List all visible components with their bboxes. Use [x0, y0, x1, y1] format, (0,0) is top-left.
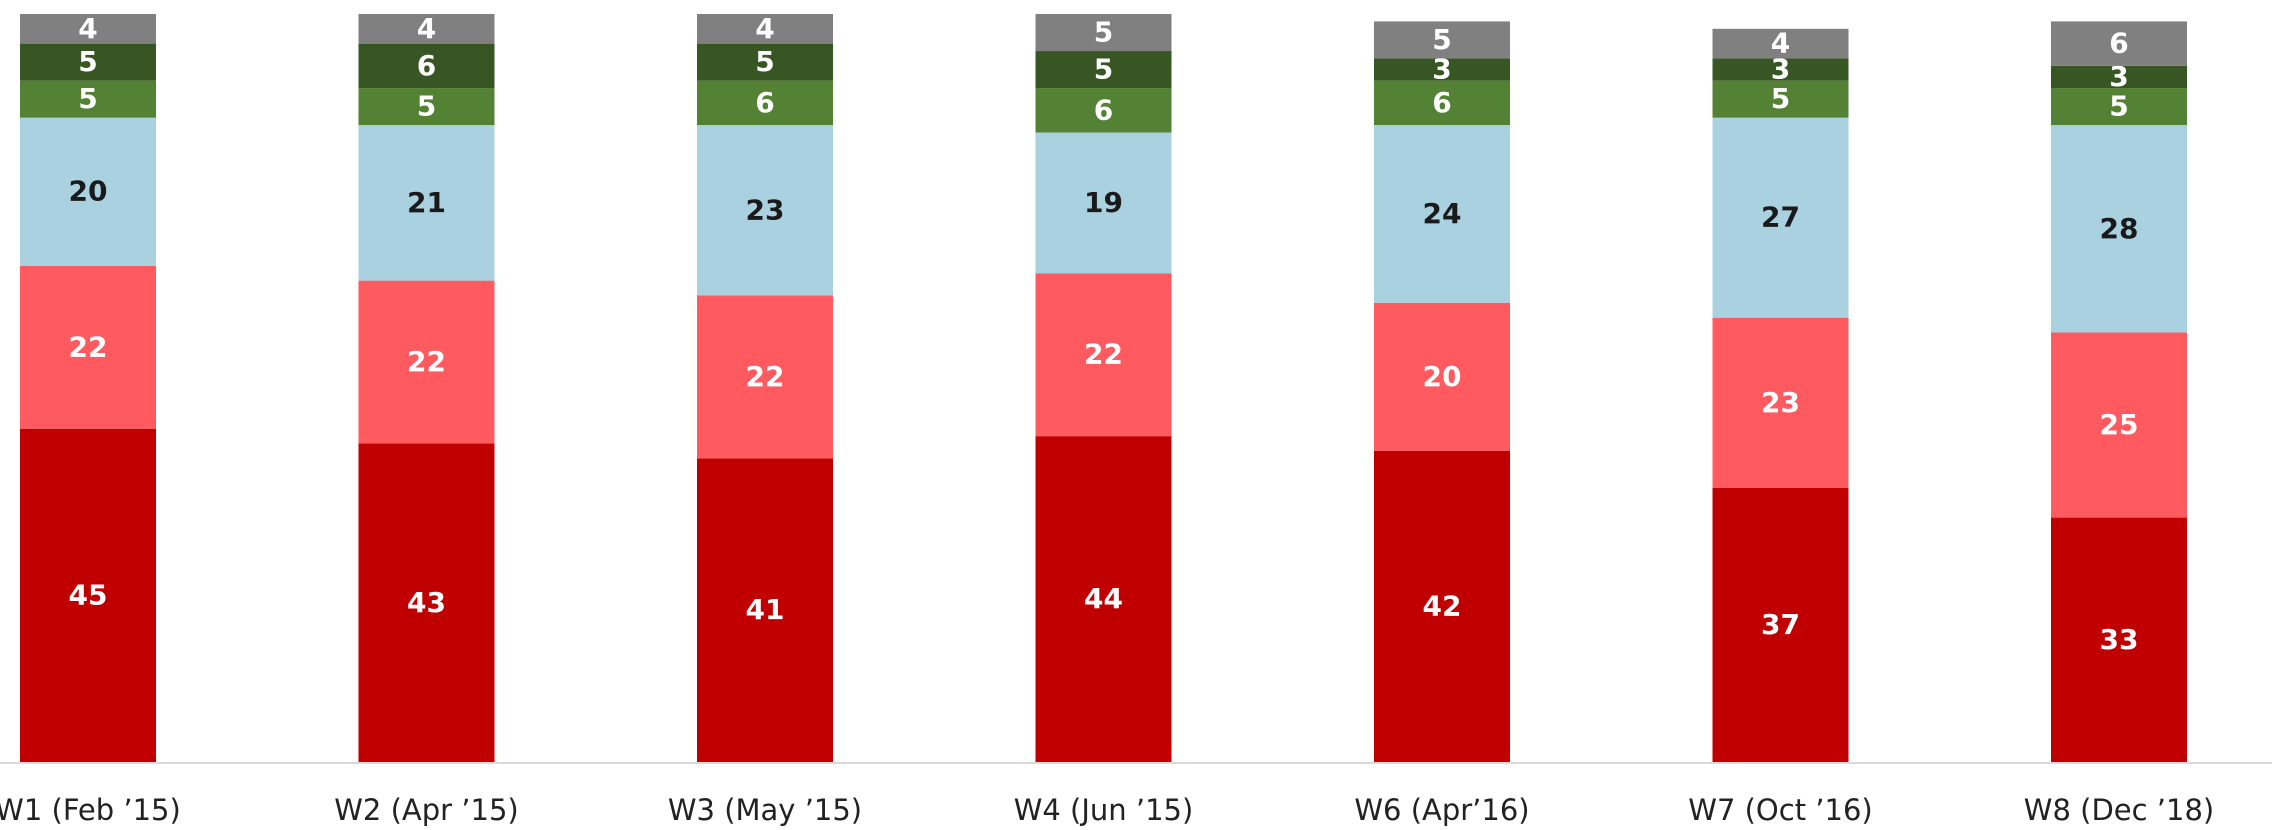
value-label: 41: [746, 593, 785, 626]
bar-segment: [358, 443, 495, 762]
value-label: 33: [2100, 623, 2139, 656]
bar-segment: [20, 43, 156, 81]
value-label: 5: [1094, 53, 1113, 86]
value-label: 5: [2109, 90, 2128, 123]
value-label: 27: [1761, 201, 1800, 234]
bar-segment: [1374, 450, 1510, 762]
value-label: 43: [407, 586, 446, 619]
bar-segment: [1035, 88, 1172, 133]
bar-segment: [1712, 117, 1849, 318]
value-label: 25: [2100, 408, 2139, 441]
bar-segment: [1035, 273, 1172, 437]
bar-segment: [1374, 125, 1510, 303]
bar-segment: [697, 125, 833, 296]
bar-segment: [697, 43, 833, 81]
value-label: 6: [2109, 27, 2128, 60]
bar-segment: [358, 125, 495, 281]
value-label: 22: [407, 345, 446, 378]
x-tick-label: W1 (Feb ’15): [0, 793, 181, 827]
bar-segment: [697, 458, 833, 762]
bar-segment: [2051, 88, 2187, 126]
value-label: 22: [69, 330, 108, 363]
bar-segment: [2051, 125, 2187, 333]
bar-segment: [2051, 517, 2187, 762]
value-label: 28: [2100, 212, 2139, 245]
bar-segment: [20, 428, 156, 762]
value-label: 22: [1084, 338, 1123, 371]
value-label: 3: [1771, 53, 1790, 86]
value-label: 21: [407, 186, 446, 219]
x-tick-label: W7 (Oct ’16): [1688, 793, 1872, 827]
value-label: 23: [746, 193, 785, 226]
bar-segment: [1712, 317, 1849, 488]
bar-segment: [1374, 58, 1510, 81]
value-label: 4: [78, 12, 97, 45]
bar-segment: [1712, 487, 1849, 762]
value-label: 5: [1094, 16, 1113, 49]
bar-segment: [1374, 80, 1510, 126]
value-label: 5: [78, 82, 97, 115]
value-label: 5: [417, 90, 436, 123]
value-label: 37: [1761, 608, 1800, 641]
value-label: 3: [1432, 53, 1451, 86]
value-label: 6: [1432, 86, 1451, 119]
x-tick-label: W3 (May ’15): [668, 793, 862, 827]
value-label: 5: [78, 45, 97, 78]
x-tick-label: W4 (Jun ’15): [1014, 793, 1194, 827]
value-label: 5: [1432, 23, 1451, 56]
bar-segment: [697, 14, 833, 44]
bar-segment: [1374, 21, 1510, 59]
bar-segment: [20, 80, 156, 118]
value-label: 44: [1084, 582, 1123, 615]
bar-segment: [2051, 332, 2187, 518]
bar-segment: [1035, 436, 1172, 762]
value-label: 4: [755, 12, 774, 45]
bar-segment: [1035, 132, 1172, 274]
value-label: 20: [1423, 360, 1462, 393]
value-label: 4: [417, 12, 436, 45]
value-label: 24: [1423, 197, 1462, 230]
bar-segment: [358, 43, 495, 89]
value-label: 45: [69, 578, 108, 611]
value-label: 20: [69, 175, 108, 208]
bar-segment: [1712, 80, 1849, 118]
bar-segment: [20, 14, 156, 44]
value-label: 6: [755, 86, 774, 119]
bar-segment: [20, 117, 156, 266]
bar-segment: [697, 80, 833, 126]
bar-segment: [2051, 65, 2187, 89]
value-label: 3: [2109, 60, 2128, 93]
x-tick-label: W2 (Apr ’15): [334, 793, 518, 827]
value-label: 22: [746, 360, 785, 393]
x-tick-label: W6 (Apr’16): [1354, 793, 1529, 827]
bar-segment: [2051, 21, 2187, 66]
value-label: 19: [1084, 186, 1123, 219]
value-label: 23: [1761, 386, 1800, 419]
bar-segment: [1712, 58, 1849, 81]
value-label: 4: [1771, 27, 1790, 60]
x-tick-label: W8 (Dec ’18): [2024, 793, 2214, 827]
bar-segment: [20, 265, 156, 429]
bar-segment: [358, 88, 495, 126]
value-label: 5: [755, 45, 774, 78]
bar-segment: [358, 280, 495, 444]
bar-segment: [358, 14, 495, 44]
value-label: 42: [1423, 589, 1462, 622]
value-label: 6: [1094, 93, 1113, 126]
bar-segment: [1035, 51, 1172, 89]
value-label: 5: [1771, 82, 1790, 115]
bar-segment: [1712, 28, 1849, 59]
bar-segment: [1374, 302, 1510, 451]
bar-segment: [1035, 14, 1172, 52]
bar-segment: [697, 295, 833, 459]
value-label: 6: [417, 49, 436, 82]
